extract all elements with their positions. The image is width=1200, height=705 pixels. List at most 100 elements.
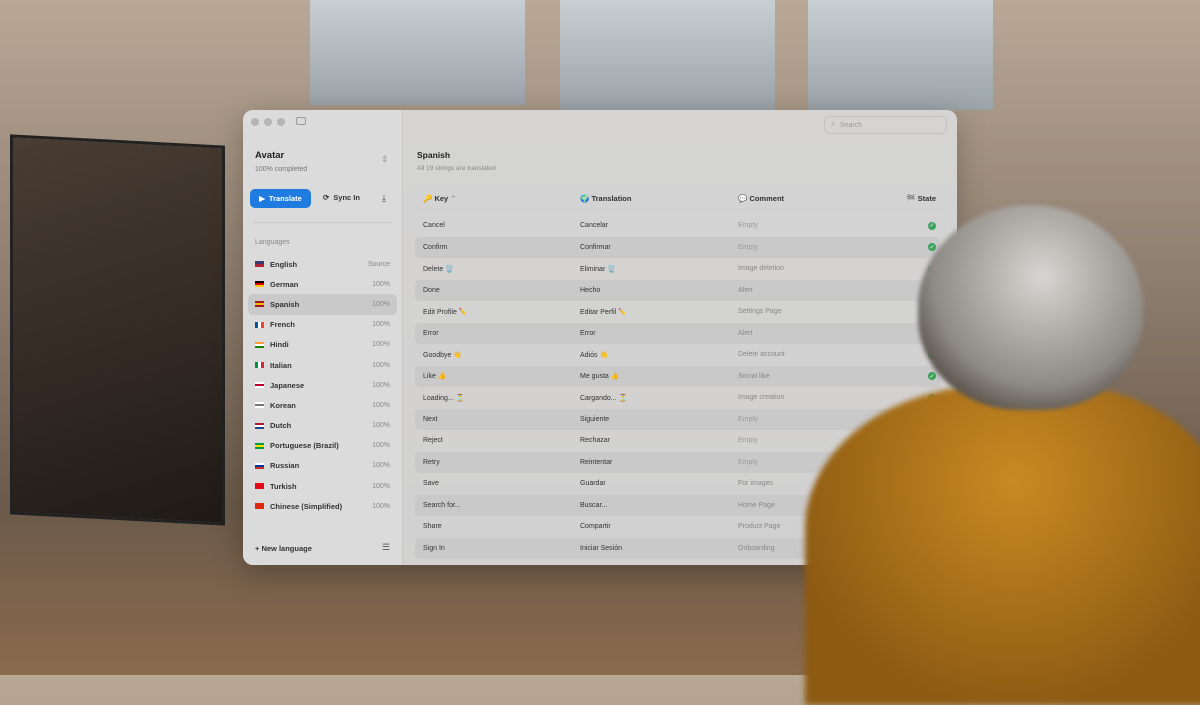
language-item[interactable]: Portuguese (Brazil) 100% — [248, 436, 397, 456]
language-item[interactable]: Turkish 100% — [248, 476, 397, 496]
flag-icon — [255, 301, 264, 308]
app-window: Avatar 100% completed ⇕ ▶ Translate ⟳ Sync… — [243, 110, 957, 565]
row-comment[interactable]: Image deletion — [738, 265, 784, 273]
minimize-button[interactable] — [264, 118, 272, 126]
language-name: Chinese (Simplified) — [270, 501, 343, 511]
background-window — [808, 0, 993, 110]
language-progress: 100% — [372, 482, 390, 490]
new-language-button[interactable]: + New language — [255, 544, 312, 553]
row-key: Error — [423, 329, 439, 337]
row-comment[interactable]: Empty — [738, 415, 758, 423]
row-translation[interactable]: Cancelar — [580, 222, 609, 230]
column-state[interactable]: 🏁 State — [906, 194, 936, 203]
background-person-head — [918, 205, 1143, 410]
row-translation[interactable]: Cargando... ⏳ — [580, 394, 628, 402]
language-item[interactable]: English Source — [248, 254, 397, 274]
language-name: English — [270, 259, 298, 269]
row-translation[interactable]: Hecho — [580, 286, 601, 294]
row-comment[interactable]: Alert — [738, 329, 753, 337]
row-comment[interactable]: Social like — [738, 372, 770, 380]
row-comment[interactable]: Empty — [738, 222, 758, 230]
column-comment[interactable]: 💬 Comment — [738, 194, 784, 203]
column-key[interactable]: 🔑 Key ⌃ — [423, 194, 457, 203]
key-icon: 🔑 — [423, 194, 433, 203]
language-item[interactable]: Hindi 100% — [248, 335, 397, 355]
row-comment[interactable]: Onboarding — [738, 544, 775, 552]
row-translation[interactable]: Compartir — [580, 523, 611, 531]
sync-label: Sync In — [333, 193, 360, 202]
row-comment[interactable]: Home Page — [738, 501, 775, 509]
search-icon: ⌕ — [831, 121, 835, 128]
table-row[interactable]: Cancel Cancelar Empty ✓ — [415, 215, 940, 237]
row-translation[interactable]: Confirmar — [580, 243, 611, 251]
language-progress: 100% — [372, 442, 390, 450]
row-comment[interactable]: Image creation — [738, 394, 785, 402]
row-translation[interactable]: Reintentar — [580, 458, 613, 466]
row-comment[interactable]: Empty — [738, 243, 758, 251]
flag-icon — [255, 442, 264, 449]
language-name: French — [270, 320, 296, 330]
language-item[interactable]: German 100% — [248, 274, 397, 294]
language-name: Turkish — [270, 481, 297, 491]
row-translation[interactable]: Eliminar 🗑️ — [580, 265, 616, 273]
row-translation[interactable]: Rechazar — [580, 437, 610, 445]
row-translation[interactable]: Buscar... — [580, 501, 608, 509]
column-key-label: Key — [434, 194, 449, 203]
sync-in-button[interactable]: ⟳ Sync In — [323, 193, 360, 202]
column-state-label: State — [917, 194, 936, 203]
row-translation[interactable]: Adiós 👋 — [580, 351, 609, 359]
table-row[interactable]: Loading... ⏳Cargando... ⏳Image creation✓ — [415, 387, 940, 409]
language-item[interactable]: Italian 100% — [248, 355, 397, 375]
flag-icon — [255, 321, 264, 328]
sidebar-toggle-icon[interactable] — [296, 117, 306, 125]
flag-icon — [255, 341, 264, 348]
language-item[interactable]: French 100% — [248, 315, 397, 335]
language-item[interactable]: Dutch 100% — [248, 416, 397, 436]
table-row[interactable]: Delete 🗑️Eliminar 🗑️Image deletion✓ — [415, 258, 940, 280]
language-item[interactable]: Russian 100% — [248, 456, 397, 476]
row-key: Save — [423, 480, 439, 488]
zoom-button[interactable] — [277, 118, 285, 126]
language-name: Portuguese (Brazil) — [270, 441, 339, 451]
row-translation[interactable]: Me gusta 👍 — [580, 373, 620, 381]
sync-icon: ⟳ — [323, 193, 330, 202]
row-comment[interactable]: Alert — [738, 286, 753, 294]
row-translation[interactable]: Siguiente — [580, 415, 610, 423]
table-row[interactable]: Edit Profile ✏️ Editar Perfil ✏️ Settings … — [415, 301, 940, 323]
row-comment[interactable]: Settings Page — [738, 308, 782, 316]
table-row[interactable]: Confirm Confirmar Empty ✓ — [415, 236, 940, 258]
column-translation[interactable]: 🌍 Translation — [580, 194, 631, 203]
search-input[interactable]: ⌕ Search — [824, 116, 947, 134]
row-comment[interactable]: For images — [738, 480, 774, 488]
language-name: Spanish — [270, 299, 300, 309]
window-controls[interactable] — [251, 118, 285, 126]
language-progress: 100% — [372, 422, 390, 430]
filter-icon[interactable]: ☰ — [382, 542, 391, 552]
close-button[interactable] — [251, 118, 259, 126]
row-key: Sign In — [423, 544, 445, 552]
row-translation[interactable]: Error — [580, 329, 596, 337]
language-item[interactable]: Japanese 100% — [248, 375, 397, 395]
language-item[interactable]: Korean 100% — [248, 395, 397, 415]
row-translation[interactable]: Editar Perfil ✏️ — [580, 308, 627, 316]
row-comment[interactable]: Empty — [738, 437, 758, 445]
row-comment[interactable]: Delete account — [738, 351, 785, 359]
table-row[interactable]: Like 👍 Me gusta 👍 Social like ✓ — [415, 365, 940, 387]
translate-button[interactable]: ▶ Translate — [250, 189, 311, 208]
sort-ascending-icon[interactable]: ⌃ — [450, 194, 457, 203]
table-row[interactable]: Goodbye 👋Adiós 👋Delete account✓ — [415, 344, 940, 366]
globe-icon: 🌍 — [580, 194, 590, 203]
new-language-label: New language — [261, 544, 312, 553]
row-key: Loading... ⏳ — [423, 394, 465, 402]
download-icon[interactable]: ⤓ — [382, 193, 386, 203]
language-item[interactable]: Chinese (Simplified) 100% — [248, 496, 397, 516]
row-translation[interactable]: Guardar — [580, 480, 606, 488]
row-translation[interactable]: Iniciar Sesión — [580, 544, 623, 552]
language-item[interactable]: Spanish 100% — [248, 294, 397, 315]
row-comment[interactable]: Product Page — [738, 523, 781, 531]
page-subtitle: All 19 strings are translated — [417, 165, 496, 172]
row-comment[interactable]: Empty — [738, 458, 758, 466]
chevron-updown-icon[interactable]: ⇕ — [381, 154, 389, 164]
